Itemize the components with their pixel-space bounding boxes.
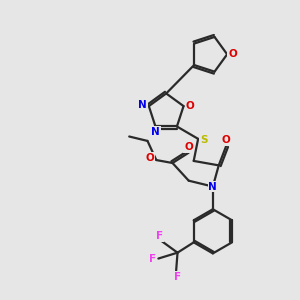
Text: O: O [184, 142, 193, 152]
Text: F: F [156, 231, 164, 241]
Text: N: N [151, 127, 160, 137]
Text: F: F [149, 254, 156, 263]
Text: F: F [174, 272, 181, 282]
Text: S: S [200, 135, 208, 145]
Text: N: N [208, 182, 217, 192]
Text: O: O [222, 135, 230, 145]
Text: O: O [146, 153, 154, 163]
Text: O: O [186, 101, 194, 111]
Text: N: N [138, 100, 147, 110]
Text: O: O [228, 49, 237, 59]
